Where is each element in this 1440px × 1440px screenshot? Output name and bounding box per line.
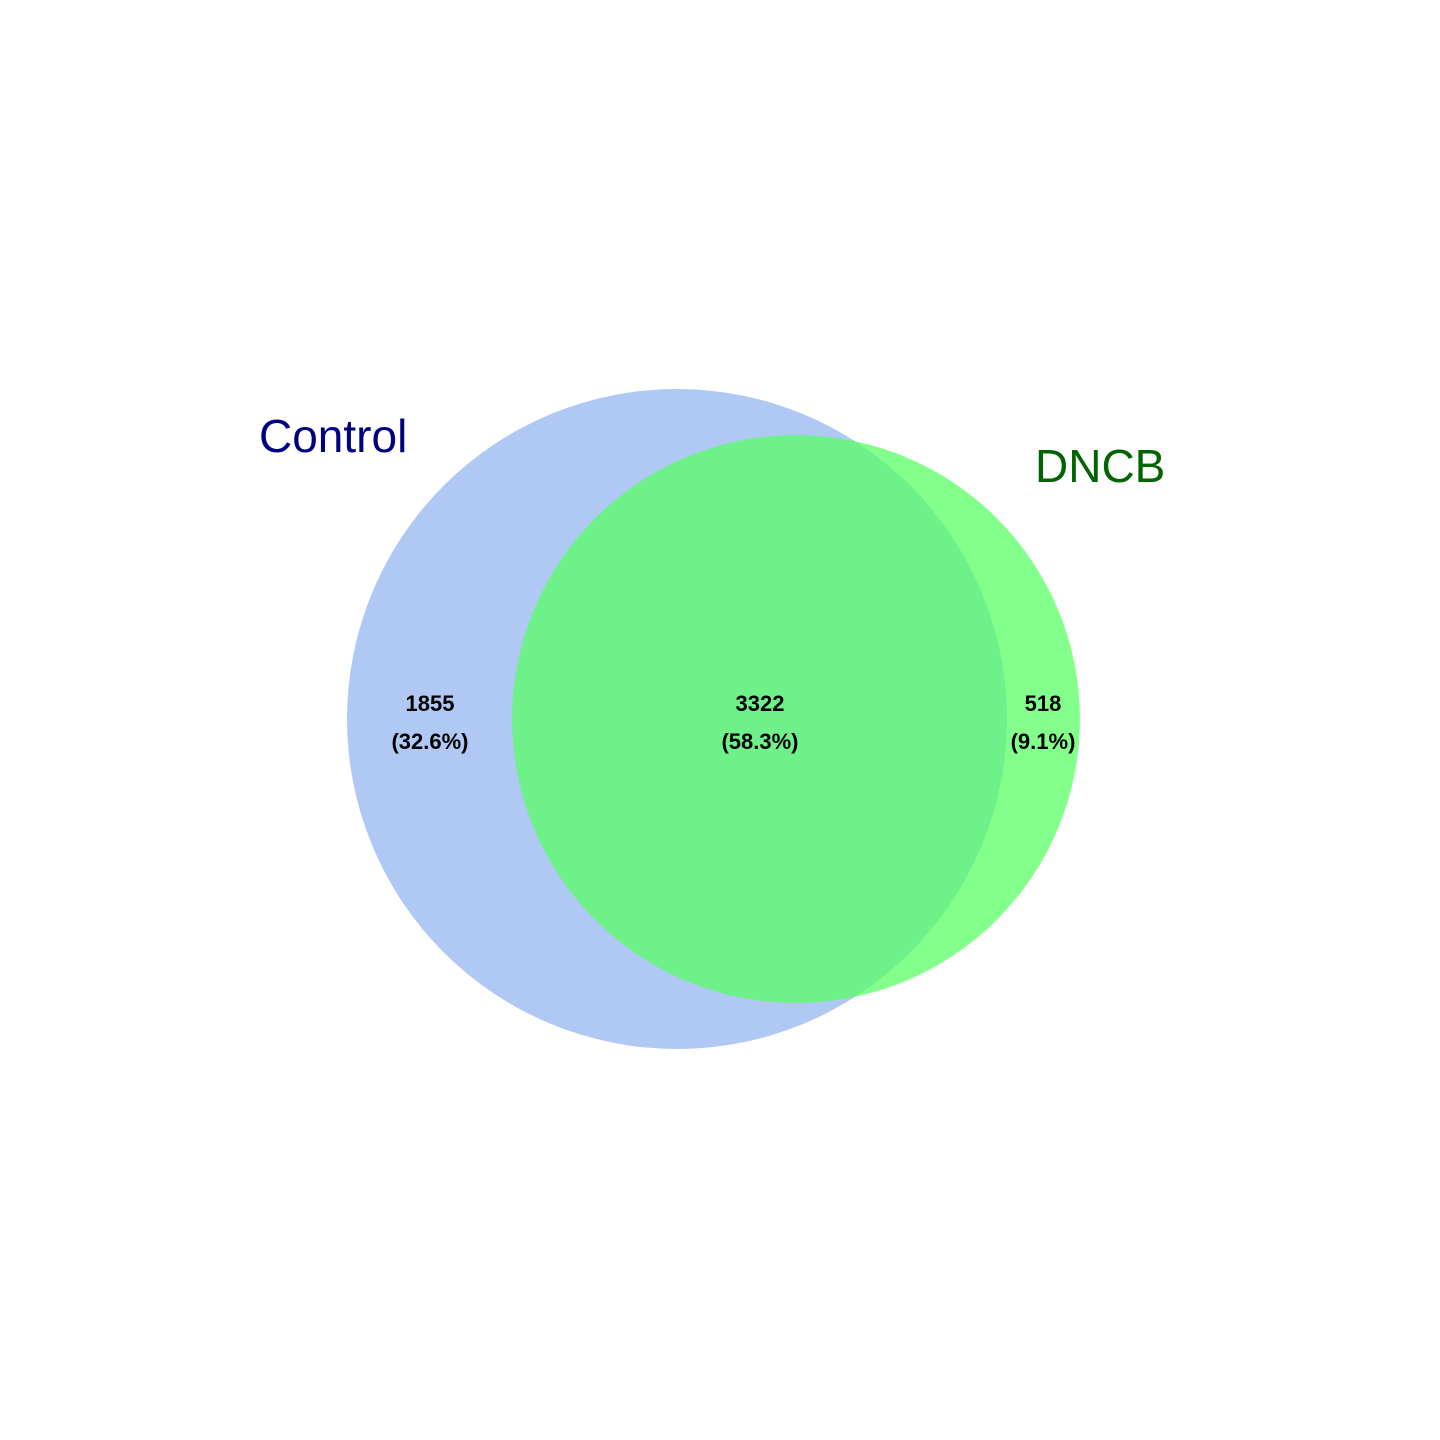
dncb-set-label: DNCB — [1035, 440, 1165, 492]
dncb-only-percent: (9.1%) — [1011, 729, 1076, 754]
dncb-circle — [512, 435, 1080, 1003]
control-only-count: 1855 — [406, 691, 455, 716]
control-set-label: Control — [259, 410, 407, 462]
dncb-only-count: 518 — [1025, 691, 1062, 716]
control-only-percent: (32.6%) — [391, 729, 468, 754]
intersection-percent: (58.3%) — [721, 729, 798, 754]
intersection-count: 3322 — [736, 691, 785, 716]
